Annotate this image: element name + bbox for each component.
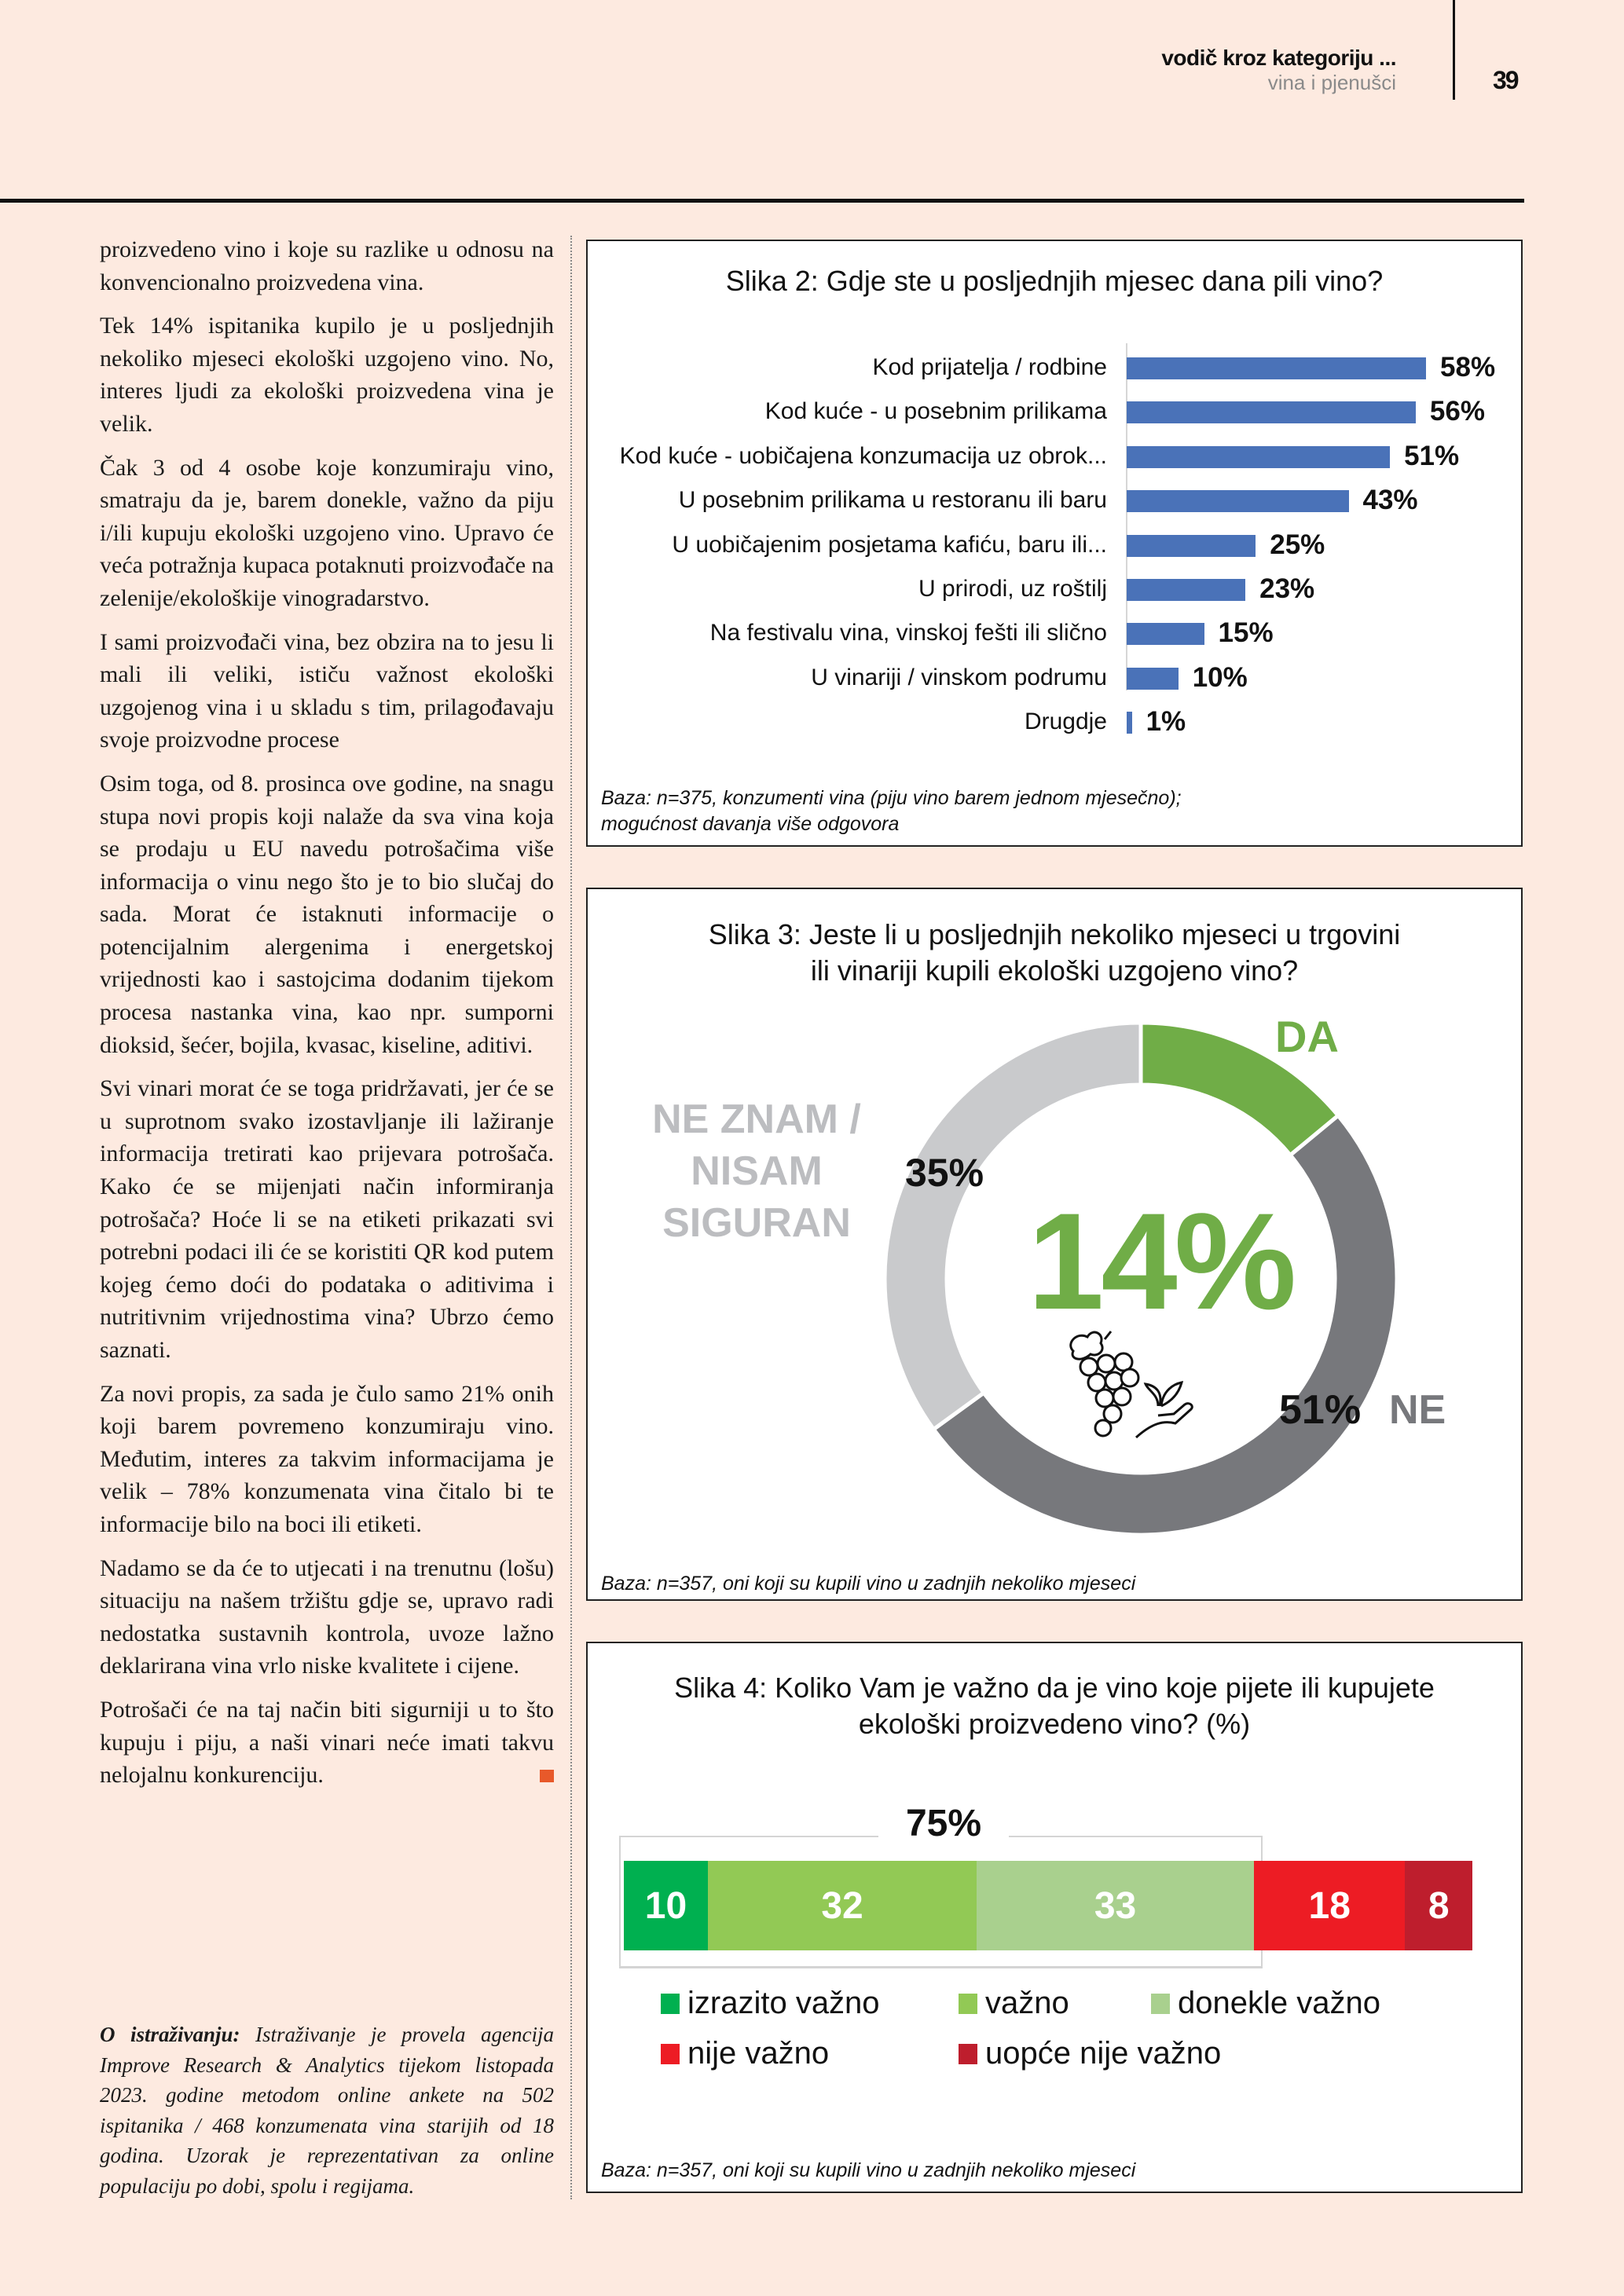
page-number: 39 [1493, 66, 1520, 94]
category-label: Drugdje [1024, 709, 1107, 735]
legend-item: izrazito važno [661, 1986, 880, 2021]
grapes-and-seedling-in-hand-icon [1069, 1331, 1193, 1439]
chart-footnote: mogućnost davanja više odgovora [601, 813, 900, 835]
paragraph: Tek 14% ispitanika kupilo je u posljednj… [100, 313, 554, 437]
bar-segment: 33 [977, 1861, 1254, 1950]
column-separator [570, 236, 572, 2199]
bar-segment: 8 [1405, 1861, 1472, 1950]
chart-footnote: Baza: n=357, oni koji su kupili vino u z… [601, 1573, 1136, 1595]
header-rule [0, 199, 1524, 203]
category-label: Kod prijatelja / rodbine [872, 354, 1107, 380]
value-label: 25% [1270, 529, 1325, 560]
paragraph: Čak 3 od 4 osobe koje konzumiraju vino, … [100, 454, 554, 611]
bar-axis [1126, 343, 1127, 690]
legend-label: uopće nije važno [985, 2036, 1222, 2071]
slice-ne-znam [882, 1020, 1143, 1433]
legend-swatch [959, 2043, 977, 2064]
value-label: 15% [1218, 617, 1274, 649]
article-column: proizvedeno vino i koje su razlike u odn… [100, 233, 554, 1803]
legend-swatch [959, 1993, 977, 2014]
stacked-bar: 10 32 33 18 8 [624, 1861, 1472, 1950]
slice-label-ne: NE [1389, 1387, 1446, 1433]
paragraph: Svi vinari morat će se toga pridržavati,… [100, 1075, 554, 1363]
about-research: O istraživanju: Istraživanje je provela … [100, 2020, 554, 2201]
paragraph-last: Potrošači će na taj način biti sigurniji… [100, 1694, 554, 1792]
value-label-ne-znam: 35% [905, 1151, 984, 1195]
legend-item: donekle važno [1151, 1986, 1380, 2021]
chart-title: Slika 4: Koliko Vam je važno da je vino … [674, 1672, 1435, 1704]
bar [1127, 667, 1179, 690]
legend-item: nije važno [661, 2036, 829, 2071]
figure-4-box: Slika 4: Koliko Vam je važno da je vino … [586, 1642, 1523, 2193]
chart-title: Slika 2: Gdje ste u posljednjih mjesec d… [725, 265, 1384, 297]
category-label: Na festivalu vina, vinskoj fešti ili sli… [709, 620, 1107, 646]
value-label: 23% [1259, 573, 1315, 604]
bar-segment: 18 [1253, 1861, 1406, 1950]
about-label: O istraživanju: [100, 2023, 240, 2046]
slice-label-da: DA [1275, 1012, 1339, 1061]
bracket-label: 75% [878, 1800, 1009, 1847]
legend-item: uopće nije važno [959, 2036, 1221, 2071]
category-label: U prirodi, uz roštilj [918, 576, 1107, 602]
bar [1127, 712, 1132, 734]
end-of-article-mark [540, 1770, 554, 1783]
bar [1127, 490, 1349, 513]
legend-label: donekle važno [1178, 1986, 1380, 2020]
figure-3-box: Slika 3: Jeste li u posljednjih nekoliko… [586, 888, 1523, 1601]
about-text: Istraživanje je provela agencija Improve… [100, 2023, 554, 2198]
legend-swatch [661, 2043, 680, 2064]
value-label: 56% [1429, 396, 1485, 427]
header-divider [1453, 0, 1455, 100]
legend-label: važno [985, 1986, 1069, 2020]
value-label: 43% [1362, 485, 1418, 516]
chart-title: ekološki proizvedeno vino? (%) [858, 1708, 1251, 1740]
value-label: 58% [1440, 352, 1496, 383]
bar [1127, 357, 1427, 379]
category-label: U vinariji / vinskom podrumu [811, 664, 1107, 690]
value-label-da: 14% [1028, 1185, 1296, 1338]
paragraph-text: Potrošači će na taj način biti sigurniji… [100, 1696, 554, 1789]
paragraph: I sami proizvođači vina, bez obzira na t… [100, 628, 554, 753]
legend-label: nije važno [687, 2036, 830, 2071]
section-title: vodič kroz kategoriju ... [1161, 46, 1396, 70]
category-label: U posebnim prilikama u restoranu ili bar… [678, 487, 1107, 514]
bar [1127, 534, 1256, 557]
value-label: 51% [1404, 440, 1460, 471]
chart-footnote: Baza: n=375, konzumenti vina (piju vino … [601, 787, 1182, 809]
value-label: 1% [1146, 706, 1186, 738]
label-line: NE ZNAM / [652, 1097, 861, 1142]
slice-ne [930, 1112, 1399, 1537]
category-label: Kod kuće - u posebnim prilikama [764, 398, 1107, 425]
value-label: 10% [1192, 661, 1248, 693]
chart-title: Slika 3: Jeste li u posljednjih nekoliko… [708, 918, 1401, 950]
bar-chart: Kod prijatelja / rodbine 58% Kod kuće - u … [588, 241, 1521, 845]
label-line: SIGURAN [662, 1200, 851, 1246]
chart-title: ili vinariji kupili ekološki uzgojeno vi… [810, 954, 1299, 987]
legend-label: izrazito važno [687, 1986, 880, 2020]
paragraph: proizvedeno vino i koje su razlike u odn… [100, 236, 554, 295]
legend-item: važno [959, 1986, 1069, 2021]
label-line: NISAM [691, 1148, 823, 1194]
paragraph: Osim toga, od 8. prosinca ove godine, na… [100, 770, 554, 1058]
donut-chart [882, 1020, 1399, 1537]
slice-label-ne-znam: NE ZNAM / NISAM SIGURAN [651, 1093, 863, 1249]
legend-swatch [1151, 1993, 1170, 2014]
figure-2-box: Slika 2: Gdje ste u posljednjih mjesec d… [586, 240, 1523, 847]
bar-segment: 10 [624, 1861, 708, 1950]
chart-footnote: Baza: n=357, oni koji su kupili vino u z… [601, 2159, 1136, 2181]
value-label-ne: 51% [1279, 1387, 1362, 1433]
paragraph: Za novi propis, za sada je čulo samo 21%… [100, 1380, 554, 1537]
paragraph: Nadamo se da će to utjecati i na trenutn… [100, 1554, 554, 1679]
bar [1127, 579, 1246, 601]
category-label: U uobičajenim posjetama kafiću, baru ili… [672, 531, 1107, 558]
legend-swatch [661, 1993, 680, 2014]
bar [1127, 445, 1391, 468]
bar [1127, 623, 1204, 646]
bar-segment: 32 [707, 1861, 977, 1950]
section-subtitle: vina i pjenušci [1267, 71, 1396, 94]
category-label: Kod kuće - uobičajena konzumacija uz obr… [619, 442, 1107, 469]
bar [1127, 401, 1416, 424]
